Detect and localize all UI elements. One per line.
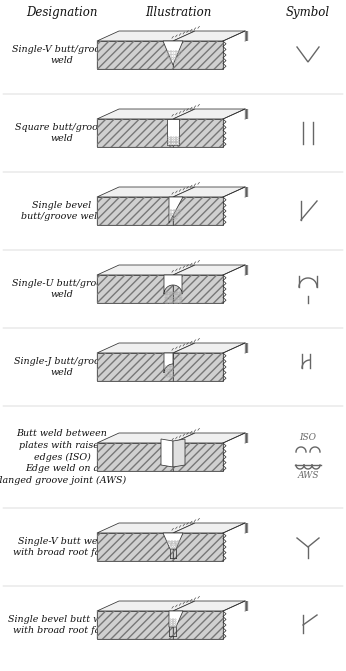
Polygon shape [97,41,173,69]
Polygon shape [173,109,245,119]
Text: Butt weld between
plates with raised
edges (ISO)
Edge weld on a
flanged groove j: Butt weld between plates with raised edg… [0,429,127,484]
Text: Single-V butt/groove
weld: Single-V butt/groove weld [12,45,111,65]
Polygon shape [173,41,223,69]
Polygon shape [163,41,183,65]
Polygon shape [97,275,173,303]
Text: Single-V butt weld
with broad root face: Single-V butt weld with broad root face [13,537,111,557]
Polygon shape [97,197,173,225]
Polygon shape [167,119,179,145]
Text: Illustration: Illustration [145,6,211,19]
Text: Square butt/groove
weld: Square butt/groove weld [15,123,109,143]
Polygon shape [97,109,195,119]
Polygon shape [173,601,245,611]
Polygon shape [163,533,183,549]
Polygon shape [173,31,245,41]
Text: Designation: Designation [26,6,98,19]
Polygon shape [97,187,195,197]
Polygon shape [97,443,173,471]
Polygon shape [173,197,223,225]
Text: AWS: AWS [297,471,319,480]
Text: Single bevel butt weld
with broad root face: Single bevel butt weld with broad root f… [8,615,116,635]
Polygon shape [173,265,245,275]
Polygon shape [173,523,245,533]
Polygon shape [164,275,182,294]
Text: Symbol: Symbol [286,6,330,19]
Polygon shape [173,533,223,561]
Polygon shape [173,353,223,381]
Polygon shape [97,31,195,41]
Polygon shape [173,119,223,147]
Text: Single-U butt/groove
weld: Single-U butt/groove weld [11,278,112,299]
Polygon shape [173,611,223,639]
Polygon shape [97,343,195,353]
Polygon shape [173,187,245,197]
Polygon shape [97,433,195,443]
Polygon shape [97,119,173,147]
Polygon shape [173,433,245,443]
Polygon shape [97,265,195,275]
Polygon shape [164,353,173,373]
Text: Single-J butt/groove
weld: Single-J butt/groove weld [13,357,110,377]
Text: ISO: ISO [300,433,317,442]
Polygon shape [169,611,183,627]
Polygon shape [173,443,223,471]
Polygon shape [97,353,173,381]
Polygon shape [161,439,173,467]
Polygon shape [97,611,173,639]
Text: Single bevel
butt/groove weld: Single bevel butt/groove weld [21,201,103,221]
Polygon shape [173,343,245,353]
Polygon shape [97,601,195,611]
Polygon shape [173,439,185,467]
Polygon shape [97,533,173,561]
Polygon shape [173,275,223,303]
Polygon shape [97,523,195,533]
Polygon shape [169,197,183,223]
